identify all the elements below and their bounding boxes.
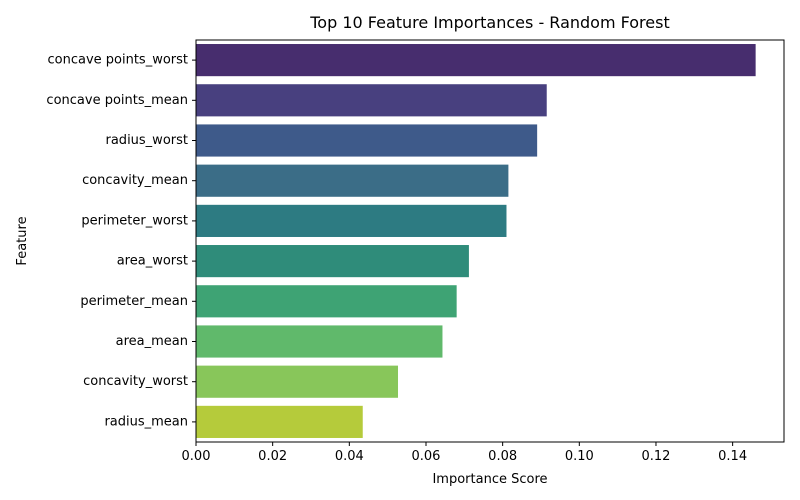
x-tick-label-2: 0.04 bbox=[335, 449, 364, 464]
bar-4 bbox=[196, 204, 507, 237]
bars-group bbox=[196, 44, 756, 438]
x-tick-label-0: 0.00 bbox=[182, 449, 211, 464]
bar-9 bbox=[196, 405, 363, 438]
y-tick-label-2: radius_worst bbox=[106, 133, 189, 148]
bar-7 bbox=[196, 325, 443, 358]
y-tick-label-8: concavity_worst bbox=[83, 374, 188, 389]
bar-6 bbox=[196, 285, 457, 318]
y-tick-label-3: concavity_mean bbox=[82, 173, 188, 188]
bar-1 bbox=[196, 84, 547, 117]
bar-0 bbox=[196, 44, 756, 77]
y-tick-label-5: area_worst bbox=[117, 254, 188, 269]
x-tick-label-4: 0.08 bbox=[488, 449, 517, 464]
x-tick-label-1: 0.02 bbox=[258, 449, 287, 464]
y-axis-label: Feature bbox=[15, 216, 30, 265]
y-tick-label-0: concave points_worst bbox=[47, 53, 188, 68]
bar-2 bbox=[196, 124, 538, 157]
bar-8 bbox=[196, 365, 399, 398]
y-tick-label-6: perimeter_mean bbox=[80, 294, 188, 309]
x-tick-label-7: 0.14 bbox=[718, 449, 747, 464]
x-tick-label-6: 0.12 bbox=[641, 449, 670, 464]
bar-3 bbox=[196, 164, 509, 197]
x-axis-label: Importance Score bbox=[432, 472, 547, 487]
x-tick-label-3: 0.06 bbox=[412, 449, 441, 464]
y-tick-label-1: concave points_mean bbox=[46, 93, 188, 108]
y-tick-label-4: perimeter_worst bbox=[81, 213, 188, 228]
y-tick-label-7: area_mean bbox=[116, 334, 188, 349]
plot-frame bbox=[195, 39, 785, 443]
x-tick-label-5: 0.10 bbox=[565, 449, 594, 464]
bar-5 bbox=[196, 245, 469, 278]
x-axis-ticks: 0.00 0.02 0.04 0.06 0.08 0.10 0.12 0.14 bbox=[182, 442, 747, 464]
y-tick-label-9: radius_mean bbox=[104, 414, 188, 429]
chart-title: Top 10 Feature Importances - Random Fore… bbox=[309, 13, 669, 32]
